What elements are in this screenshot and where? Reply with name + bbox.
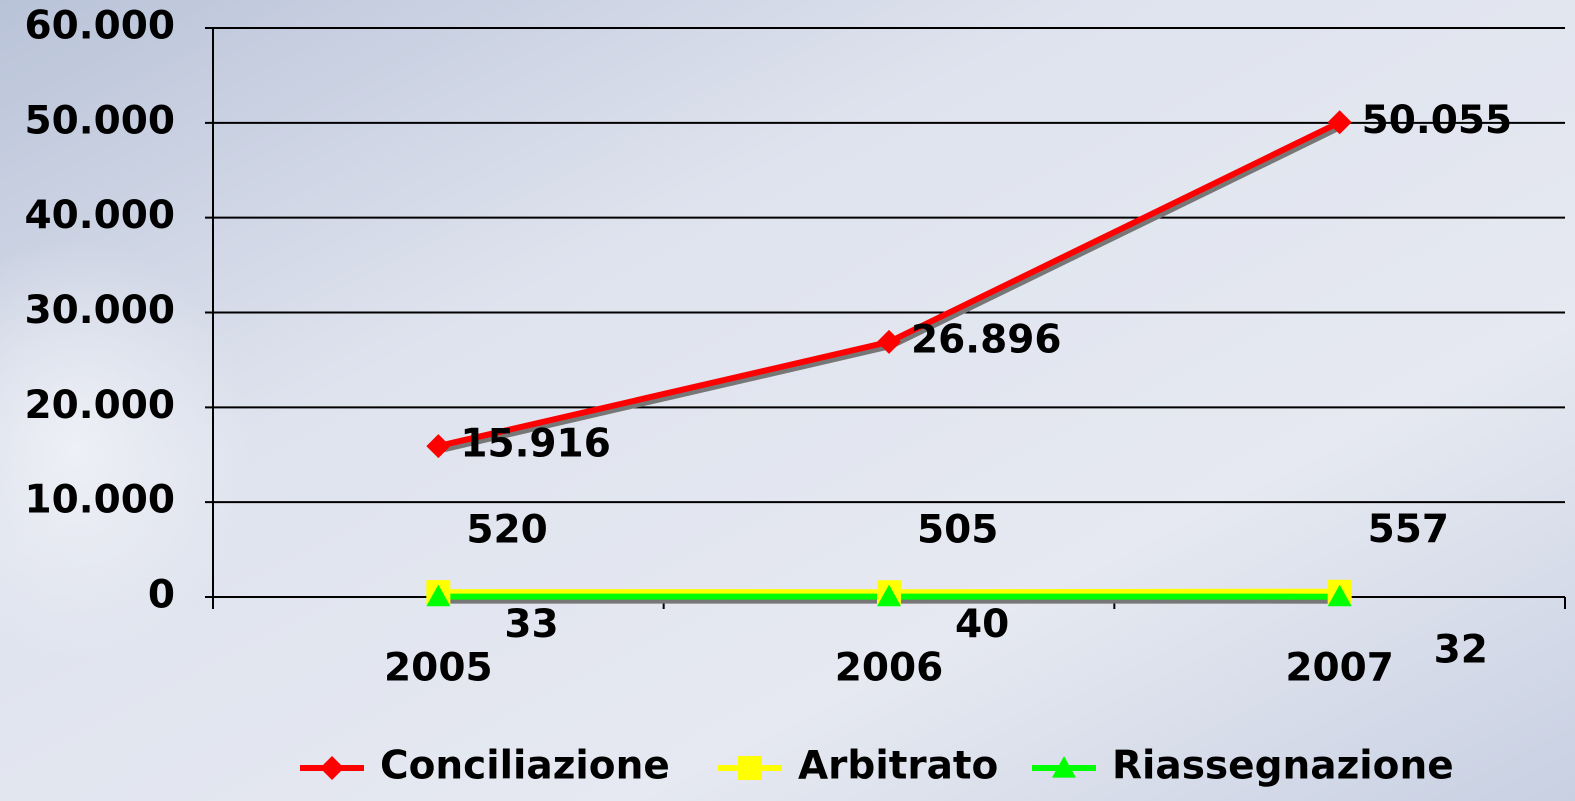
x-tick-label: 2006	[835, 646, 944, 691]
legend-marker	[1052, 756, 1076, 778]
data-label: 40	[955, 602, 1009, 647]
x-tick-label: 2005	[384, 646, 493, 691]
legend-label: Conciliazione	[380, 744, 670, 789]
y-tick-label: 50.000	[25, 98, 176, 143]
data-label: 557	[1368, 507, 1449, 552]
y-tick-label: 20.000	[25, 383, 176, 428]
legend-label: Riassegnazione	[1112, 744, 1454, 789]
y-tick-label: 10.000	[25, 478, 176, 523]
background-map	[0, 150, 500, 750]
point	[877, 329, 901, 354]
data-label: 33	[504, 602, 558, 647]
y-tick-label: 40.000	[25, 193, 176, 238]
point	[426, 434, 451, 459]
data-label: 505	[917, 508, 998, 553]
legend-label: Arbitrato	[798, 744, 998, 789]
y-tick-label: 60.000	[25, 4, 176, 49]
data-label: 26.896	[911, 317, 1062, 362]
y-tick-label: 0	[148, 573, 175, 618]
point	[1327, 110, 1352, 135]
x-tick-label: 2007	[1285, 646, 1394, 691]
data-label: 520	[466, 508, 547, 553]
point	[426, 584, 451, 607]
data-label: 15.916	[460, 422, 611, 467]
point	[1327, 584, 1352, 607]
y-tick-label: 30.000	[25, 288, 176, 333]
data-label: 50.055	[1362, 98, 1513, 143]
legend-marker	[738, 756, 762, 780]
data-label: 32	[1434, 627, 1488, 672]
legend-marker	[320, 756, 344, 780]
point	[877, 584, 901, 607]
